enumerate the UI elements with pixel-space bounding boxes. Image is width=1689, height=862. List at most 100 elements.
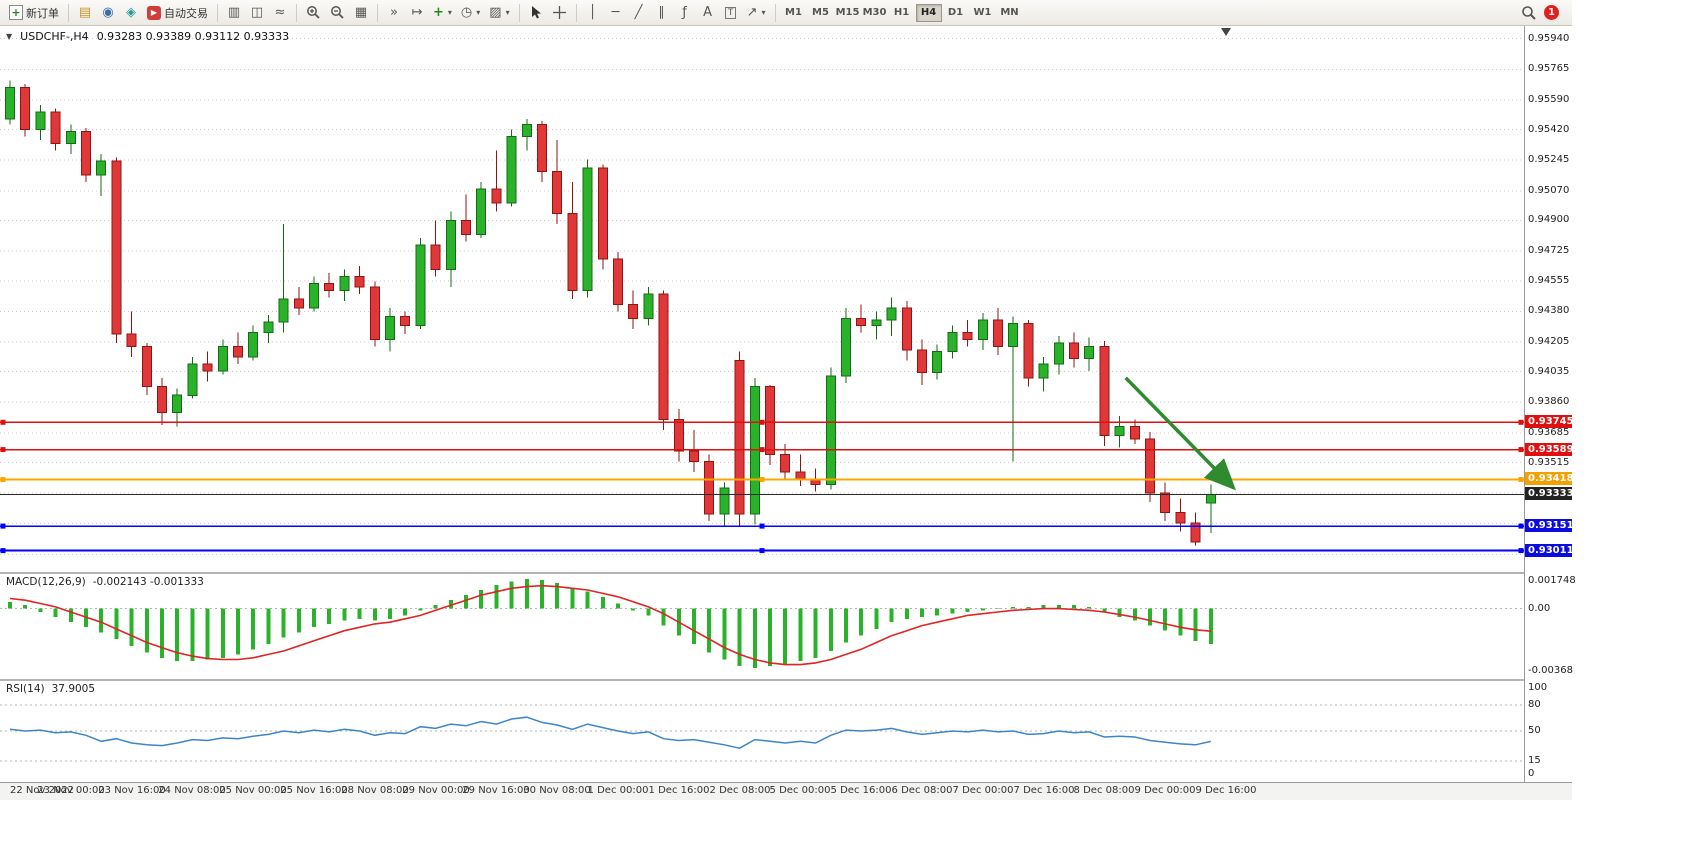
bar-chart-icon: ▥ (227, 5, 241, 20)
window-menu-icon[interactable]: ▼ (6, 32, 13, 41)
time-label: 5 Dec 00:00 (769, 785, 831, 796)
zoom-out-button[interactable] (326, 2, 349, 24)
timeframe-M5-button[interactable]: M5 (812, 7, 829, 18)
toolbar: + 新订单 ▤ ◉ ◈ ▶ 自动交易 ▥ ◫ ≈ ▦ » ↦ + ▾ ◷ ▾ ▨ ▾ (0, 0, 1572, 26)
panel-separator[interactable] (0, 679, 1572, 681)
toolbar-separator (774, 3, 776, 22)
autotrading-label: 自动交易 (164, 6, 208, 20)
line-handle[interactable] (759, 477, 765, 482)
price-axis-label: 0.94035 (1528, 366, 1570, 377)
vertical-line-tool-button[interactable]: │ (582, 2, 604, 24)
time-label: 23 Nov 16:00 (98, 785, 166, 796)
price-axis[interactable]: 0.95940 0.95765 0.95590 0.95420 0.95245 0.950… (1524, 26, 1576, 782)
templates-button[interactable]: ▨ ▾ (485, 2, 513, 24)
horizontal-line-tool-button[interactable]: ─ (605, 2, 627, 24)
chart-info: ▼ USDCHF-,H4 0.93283 0.93389 0.93112 0.9… (6, 30, 289, 43)
new-order-button[interactable]: + 新订单 (5, 2, 63, 24)
chart-shift-button[interactable]: ↦ (406, 2, 428, 24)
cursor-button[interactable] (525, 2, 547, 24)
time-label: 8 Dec 08:00 (1073, 785, 1135, 796)
macd-label: MACD(12,26,9) -0.002143 -0.001333 (6, 576, 204, 588)
zoom-out-icon (331, 6, 344, 19)
arrows-tool-button[interactable]: ↗ ▾ (743, 2, 770, 24)
autoscroll-button[interactable]: » (383, 2, 405, 24)
market-watch-button[interactable]: ◉ (97, 2, 119, 24)
fibonacci-tool-button[interactable]: ƒ (674, 2, 696, 24)
search-icon[interactable] (1521, 5, 1537, 21)
timeframe-D1-button[interactable]: D1 (947, 7, 964, 18)
price-axis-label: 0.94380 (1528, 305, 1570, 316)
fibonacci-icon: ƒ (682, 5, 687, 20)
line-chart-button[interactable]: ≈ (269, 2, 291, 24)
new-chart-button[interactable]: ▤ (74, 2, 96, 24)
line-handle[interactable] (1518, 477, 1524, 482)
trend-arrow-object[interactable] (1124, 376, 1237, 491)
main-chart-pane[interactable]: ▼ USDCHF-,H4 0.93283 0.93389 0.93112 0.9… (0, 26, 1524, 572)
toolbar-separator (575, 3, 577, 22)
rsi-axis-label: 0 (1528, 768, 1535, 779)
timeframe-H4-button[interactable]: H4 (915, 3, 942, 22)
line-chart-icon: ≈ (274, 5, 286, 20)
line-handle[interactable] (1518, 548, 1524, 554)
rsi-pane[interactable]: RSI(14) 37.9005 (0, 681, 1524, 782)
time-label: 6 Dec 08:00 (891, 785, 953, 796)
timeframe-M1-button[interactable]: M1 (785, 7, 802, 18)
line-handle[interactable] (759, 419, 765, 425)
price-axis-label: 0.95765 (1528, 63, 1570, 74)
zoom-in-icon (307, 6, 320, 19)
line-handle[interactable] (0, 523, 6, 529)
bar-chart-button[interactable]: ▥ (223, 2, 245, 24)
rsi-name: RSI(14) (6, 683, 45, 695)
tile-windows-icon: ▦ (354, 5, 368, 20)
price-axis-label: 0.95590 (1528, 94, 1570, 105)
candlestick-chart[interactable] (0, 26, 1524, 572)
periods-button[interactable]: ◷ ▾ (457, 2, 484, 24)
time-label: 24 Nov 08:00 (158, 785, 226, 796)
label-tool-button[interactable]: T (720, 2, 742, 24)
chart-shift-icon: ↦ (411, 5, 423, 20)
candlestick-chart-button[interactable]: ◫ (246, 2, 268, 24)
metaeditor-button[interactable]: ◈ (120, 2, 142, 24)
line-handle[interactable] (759, 523, 765, 529)
line-handle[interactable] (0, 548, 6, 554)
panel-separator[interactable] (0, 572, 1572, 574)
indicators-button[interactable]: + ▾ (429, 2, 456, 24)
line-handle[interactable] (1518, 523, 1524, 529)
line-handle[interactable] (0, 447, 6, 453)
macd-chart[interactable] (0, 574, 1524, 679)
time-axis[interactable]: 22 Nov 2022 23 Nov 00:00 23 Nov 16:00 24 No… (0, 783, 1572, 800)
line-handle[interactable] (759, 548, 765, 554)
timeframe-W1-button[interactable]: W1 (973, 7, 992, 18)
line-handle[interactable] (0, 419, 6, 425)
chart-shift-marker[interactable] (1221, 28, 1231, 36)
line-handle[interactable] (1518, 447, 1524, 453)
timeframe-M30-button[interactable]: M30 (862, 7, 887, 18)
timeframe-M15-button[interactable]: M15 (835, 7, 860, 18)
trendline-tool-button[interactable]: ╱ (628, 2, 650, 24)
notification-badge[interactable]: 1 (1544, 5, 1559, 20)
price-badge: 0.93011 (1525, 544, 1574, 557)
line-handle[interactable] (0, 477, 6, 482)
timeframe-MN-button[interactable]: MN (1000, 7, 1019, 18)
rsi-chart[interactable] (0, 681, 1524, 782)
zoom-in-button[interactable] (302, 2, 325, 24)
text-tool-button[interactable]: A (697, 2, 719, 24)
macd-pane[interactable]: MACD(12,26,9) -0.002143 -0.001333 (0, 574, 1524, 679)
metaeditor-icon: ◈ (126, 5, 136, 20)
line-handle[interactable] (759, 447, 765, 453)
rsi-axis-label: 15 (1528, 755, 1541, 766)
arrow-icon: ↗ (746, 5, 758, 20)
time-label: 29 Nov 16:00 (462, 785, 530, 796)
price-badge: 0.93333 (1525, 487, 1574, 500)
autotrading-button[interactable]: ▶ 自动交易 (143, 2, 212, 24)
chart-ohlc-values: 0.93283 0.93389 0.93112 0.93333 (96, 30, 290, 43)
price-axis-label: 0.95245 (1528, 154, 1570, 165)
tile-windows-button[interactable]: ▦ (350, 2, 372, 24)
crosshair-button[interactable] (548, 2, 571, 24)
candlestick-icon: ◫ (250, 5, 264, 20)
line-handle[interactable] (1518, 419, 1524, 425)
timeframe-H1-button[interactable]: H1 (893, 7, 910, 18)
channel-tool-button[interactable]: ∥ (651, 2, 673, 24)
price-badge: 0.93589 (1525, 443, 1574, 456)
indicators-icon: + (433, 5, 444, 20)
